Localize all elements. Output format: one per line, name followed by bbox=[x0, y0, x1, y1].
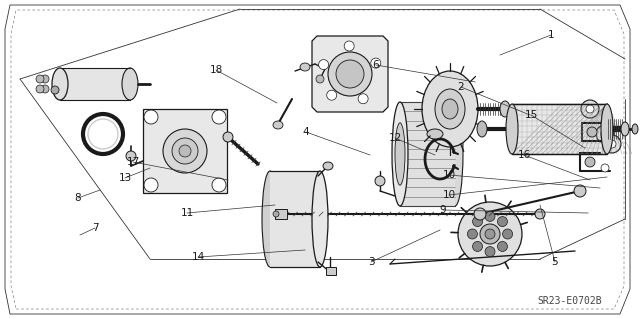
Ellipse shape bbox=[328, 52, 372, 96]
Ellipse shape bbox=[442, 99, 458, 119]
Bar bbox=[512, 104, 607, 154]
Ellipse shape bbox=[472, 241, 483, 251]
Polygon shape bbox=[312, 36, 388, 112]
Ellipse shape bbox=[36, 85, 44, 93]
Ellipse shape bbox=[344, 41, 354, 51]
Ellipse shape bbox=[458, 202, 522, 266]
Text: 2: 2 bbox=[458, 82, 464, 92]
Ellipse shape bbox=[506, 104, 518, 154]
Ellipse shape bbox=[480, 224, 500, 244]
Ellipse shape bbox=[179, 145, 191, 157]
Ellipse shape bbox=[163, 129, 207, 173]
Ellipse shape bbox=[392, 102, 408, 206]
Polygon shape bbox=[5, 5, 630, 314]
Text: 7: 7 bbox=[92, 223, 99, 233]
Text: 17: 17 bbox=[126, 157, 140, 167]
Ellipse shape bbox=[427, 129, 443, 139]
Ellipse shape bbox=[502, 229, 513, 239]
Ellipse shape bbox=[621, 122, 629, 136]
Ellipse shape bbox=[603, 135, 621, 153]
Ellipse shape bbox=[126, 151, 136, 161]
Ellipse shape bbox=[144, 110, 158, 124]
Ellipse shape bbox=[336, 60, 364, 88]
Text: 3: 3 bbox=[368, 257, 374, 267]
Ellipse shape bbox=[435, 89, 465, 129]
Ellipse shape bbox=[601, 104, 613, 154]
Text: 13: 13 bbox=[118, 173, 132, 183]
Ellipse shape bbox=[316, 75, 324, 83]
Ellipse shape bbox=[212, 178, 226, 192]
Ellipse shape bbox=[485, 211, 495, 221]
Ellipse shape bbox=[375, 176, 385, 186]
Ellipse shape bbox=[422, 71, 478, 147]
Bar bbox=[275, 209, 287, 219]
Ellipse shape bbox=[319, 60, 328, 70]
Ellipse shape bbox=[574, 185, 586, 197]
Ellipse shape bbox=[262, 171, 278, 267]
Ellipse shape bbox=[41, 75, 49, 83]
Text: 10: 10 bbox=[442, 170, 456, 180]
Ellipse shape bbox=[632, 124, 638, 134]
Ellipse shape bbox=[273, 211, 279, 217]
Bar bbox=[512, 104, 607, 154]
Ellipse shape bbox=[485, 229, 495, 239]
Ellipse shape bbox=[447, 102, 463, 206]
Ellipse shape bbox=[608, 140, 616, 148]
Bar bbox=[400, 102, 455, 206]
Ellipse shape bbox=[585, 157, 595, 167]
Text: 9: 9 bbox=[440, 205, 446, 215]
Text: 11: 11 bbox=[180, 208, 194, 218]
Ellipse shape bbox=[474, 208, 486, 220]
Text: 6: 6 bbox=[372, 60, 380, 70]
Ellipse shape bbox=[371, 58, 381, 68]
Ellipse shape bbox=[587, 127, 597, 137]
Text: 8: 8 bbox=[75, 193, 81, 203]
Ellipse shape bbox=[596, 125, 614, 143]
Ellipse shape bbox=[122, 68, 138, 100]
Ellipse shape bbox=[212, 110, 226, 124]
Ellipse shape bbox=[395, 123, 405, 185]
Text: 16: 16 bbox=[517, 150, 531, 160]
Ellipse shape bbox=[312, 171, 328, 267]
Ellipse shape bbox=[41, 85, 49, 93]
Ellipse shape bbox=[601, 164, 609, 172]
Ellipse shape bbox=[500, 101, 510, 117]
Ellipse shape bbox=[326, 90, 337, 100]
Text: 1: 1 bbox=[548, 30, 554, 40]
Text: 10: 10 bbox=[442, 190, 456, 200]
Ellipse shape bbox=[472, 217, 483, 226]
Ellipse shape bbox=[497, 241, 508, 251]
Ellipse shape bbox=[535, 209, 545, 219]
Text: 12: 12 bbox=[388, 133, 402, 143]
Ellipse shape bbox=[586, 105, 594, 113]
Ellipse shape bbox=[172, 138, 198, 164]
Text: 15: 15 bbox=[524, 110, 538, 120]
Text: 18: 18 bbox=[209, 65, 223, 75]
Ellipse shape bbox=[51, 86, 59, 94]
Ellipse shape bbox=[477, 121, 487, 137]
Ellipse shape bbox=[36, 75, 44, 83]
Bar bbox=[326, 267, 336, 275]
Bar bbox=[60, 68, 130, 100]
Ellipse shape bbox=[581, 100, 599, 118]
Ellipse shape bbox=[358, 94, 368, 104]
Ellipse shape bbox=[485, 247, 495, 256]
Text: SR23-E0702B: SR23-E0702B bbox=[538, 296, 602, 306]
Ellipse shape bbox=[223, 132, 233, 142]
Ellipse shape bbox=[601, 130, 609, 138]
Ellipse shape bbox=[144, 178, 158, 192]
Ellipse shape bbox=[52, 68, 68, 100]
Ellipse shape bbox=[467, 229, 477, 239]
Polygon shape bbox=[143, 109, 227, 193]
Text: 5: 5 bbox=[552, 257, 558, 267]
Text: 14: 14 bbox=[191, 252, 205, 262]
Ellipse shape bbox=[323, 162, 333, 170]
Ellipse shape bbox=[273, 121, 283, 129]
Text: 4: 4 bbox=[303, 127, 309, 137]
Ellipse shape bbox=[300, 63, 310, 71]
Ellipse shape bbox=[497, 217, 508, 226]
Bar bbox=[270, 171, 320, 267]
